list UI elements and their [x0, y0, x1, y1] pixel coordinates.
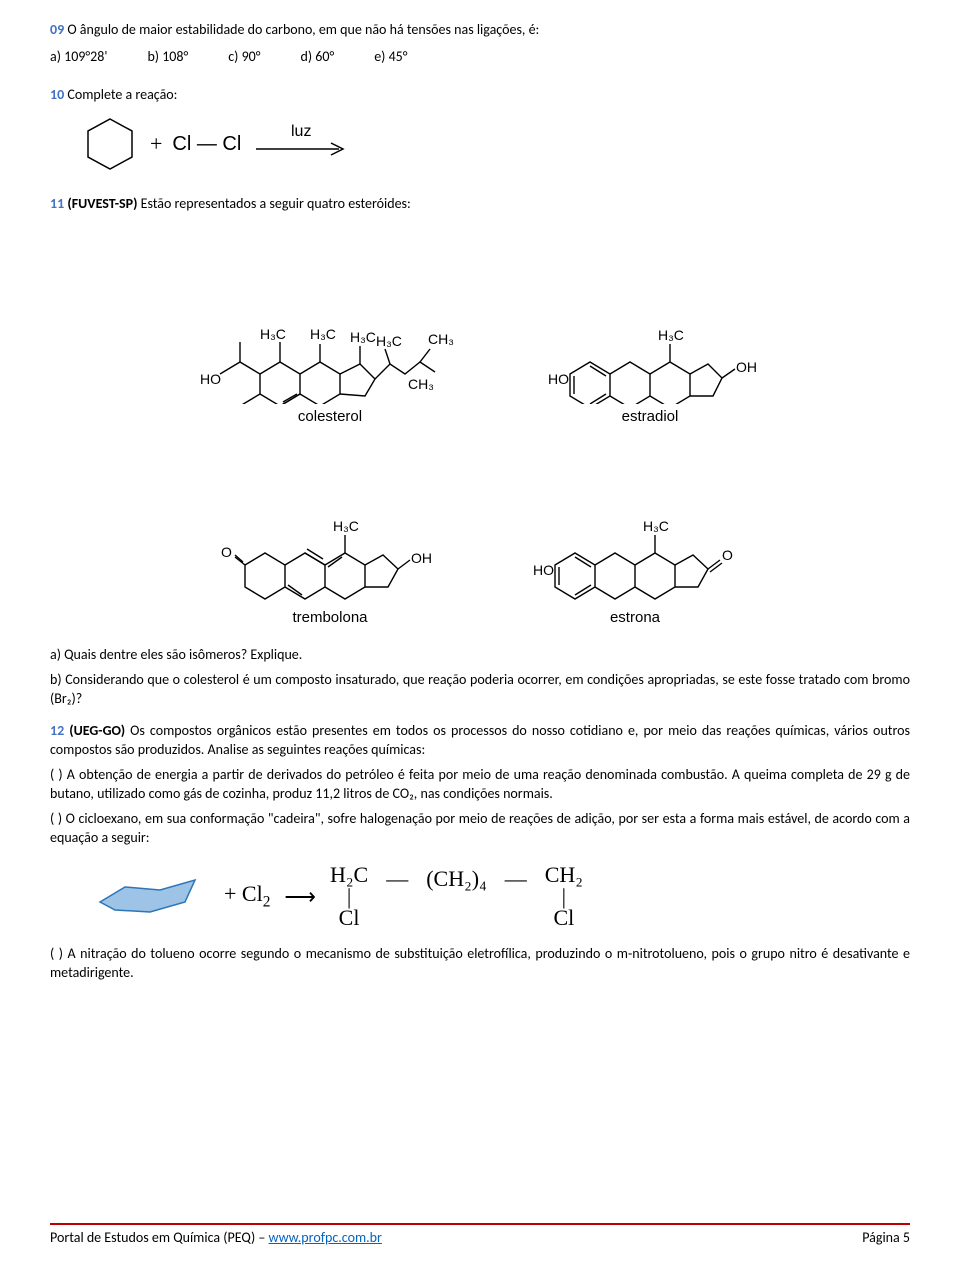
cl2-formula: Cl — Cl	[172, 133, 241, 156]
q12-intro-text: Os compostos orgânicos estão presentes e…	[50, 722, 910, 758]
eq-product: H₂C | Cl — (CH₂)₄ — CH₂ | Cl	[330, 862, 583, 932]
q11-body: Estão representados a seguir quatro este…	[141, 195, 411, 212]
eq-bond1: —	[386, 862, 408, 892]
svg-text:HO: HO	[533, 562, 554, 578]
cholesterol-cell: HO H₃C H₃C H₃C H₃C CH₃ CH₃ colesterol	[200, 234, 460, 425]
q12-source: (UEG-GO)	[69, 722, 125, 739]
q12-item3: ( ) A nitração do tolueno ocorre segundo…	[50, 945, 910, 983]
q12-intro: 12 (UEG-GO) Os compostos orgânicos estão…	[50, 722, 910, 760]
svg-text:H₃C: H₃C	[310, 326, 336, 342]
trembolone-cell: O H₃C OH trembolona	[215, 445, 445, 626]
q09-body: O ângulo de maior estabilidade do carbon…	[67, 21, 539, 38]
trembolone-label: trembolona	[215, 609, 445, 626]
svg-text:OH: OH	[411, 550, 432, 566]
cyclohexane-icon	[80, 114, 140, 174]
svg-text:H₃C: H₃C	[376, 333, 402, 349]
page-footer: Portal de Estudos em Química (PEQ) – www…	[50, 1223, 910, 1246]
eq-cl-left: Cl	[330, 905, 368, 931]
eq-bond2: —	[505, 862, 527, 892]
q12-item1: ( ) A obtenção de energia a partir de de…	[50, 766, 910, 804]
estradiol-cell: HO H₃C OH estradiol	[540, 234, 760, 425]
svg-text:H₃C: H₃C	[643, 518, 669, 534]
steroid-row-2: O H₃C OH trembolona HO H₃C O estrona	[50, 445, 910, 626]
footer-link[interactable]: www.profpc.com.br	[269, 1229, 382, 1246]
chair-cyclohexane-icon	[90, 872, 210, 922]
eq-plus: + Cl	[224, 881, 263, 906]
svg-text:O: O	[221, 544, 232, 560]
svg-text:HO: HO	[548, 371, 569, 387]
q12-equation: + Cl2 ⟶ H₂C | Cl — (CH₂)₄ — CH₂ | Cl	[90, 862, 910, 932]
footer-left: Portal de Estudos em Química (PEQ) – www…	[50, 1229, 382, 1246]
cholesterol-label: colesterol	[200, 408, 460, 425]
q10-text: 10 Complete a reação:	[50, 85, 910, 105]
eq-h2c-group: H₂C | Cl	[330, 862, 368, 932]
footer-page: Página 5	[862, 1229, 910, 1246]
q09-opt-d: d) 60°	[301, 48, 335, 65]
eq-mid: (CH₂)₄	[426, 862, 487, 892]
footer-prefix: Portal de Estudos em Química (PEQ) –	[50, 1229, 269, 1246]
estrone-cell: HO H₃C O estrona	[525, 445, 745, 626]
plus-sign: +	[150, 131, 162, 157]
svg-text:H₃C: H₃C	[260, 326, 286, 342]
q11-source: (FUVEST-SP)	[67, 195, 137, 212]
q10-reaction: + Cl — Cl luz	[80, 114, 910, 174]
q11-num: 11	[50, 195, 64, 212]
q09-num: 09	[50, 21, 64, 38]
arrow-label: luz	[291, 124, 311, 140]
arrow-icon: luz	[251, 124, 351, 164]
svg-text:H₃C: H₃C	[658, 327, 684, 343]
estrone-structure: HO H₃C O	[525, 445, 745, 605]
svg-text:CH₃: CH₃	[408, 376, 434, 392]
estradiol-label: estradiol	[540, 408, 760, 425]
svg-text:HO: HO	[200, 371, 221, 387]
trembolone-structure: O H₃C OH	[215, 445, 445, 605]
q11-text: 11 (FUVEST-SP) Estão representados a seg…	[50, 194, 910, 214]
cholesterol-structure: HO H₃C H₃C H₃C H₃C CH₃ CH₃	[200, 234, 460, 404]
q09-options: a) 109°28' b) 108° c) 90° d) 60° e) 45°	[50, 48, 910, 65]
steroid-row-1: HO H₃C H₃C H₃C H₃C CH₃ CH₃ colesterol	[50, 234, 910, 425]
svg-text:H₃C: H₃C	[333, 518, 359, 534]
estrone-label: estrona	[525, 609, 745, 626]
q09-opt-b: b) 108°	[147, 48, 188, 65]
svg-text:CH₃: CH₃	[428, 331, 454, 347]
eq-arrow: ⟶	[284, 884, 316, 910]
q11-sub-a: a) Quais dentre eles são isômeros? Expli…	[50, 646, 910, 665]
svg-text:H₃C: H₃C	[350, 329, 376, 345]
q09-opt-c: c) 90°	[228, 48, 260, 65]
q10-num: 10	[50, 86, 64, 103]
q09-opt-a: a) 109°28'	[50, 48, 107, 65]
q12-num: 12	[50, 722, 64, 739]
svg-text:O: O	[722, 547, 733, 563]
svg-text:OH: OH	[736, 359, 757, 375]
estradiol-structure: HO H₃C OH	[540, 234, 760, 404]
eq-plus-cl2: + Cl2	[224, 881, 270, 911]
q11-sub-b: b) Considerando que o colesterol é um co…	[50, 671, 910, 709]
q10-body: Complete a reação:	[67, 86, 177, 103]
q12-item2: ( ) O cicloexano, em sua conformação "ca…	[50, 810, 910, 848]
eq-cl-right: Cl	[545, 905, 583, 931]
eq-sub2: 2	[263, 894, 271, 911]
q09-text: 09 O ângulo de maior estabilidade do car…	[50, 20, 910, 40]
q09-opt-e: e) 45°	[374, 48, 407, 65]
eq-ch2-group: CH₂ | Cl	[545, 862, 583, 932]
